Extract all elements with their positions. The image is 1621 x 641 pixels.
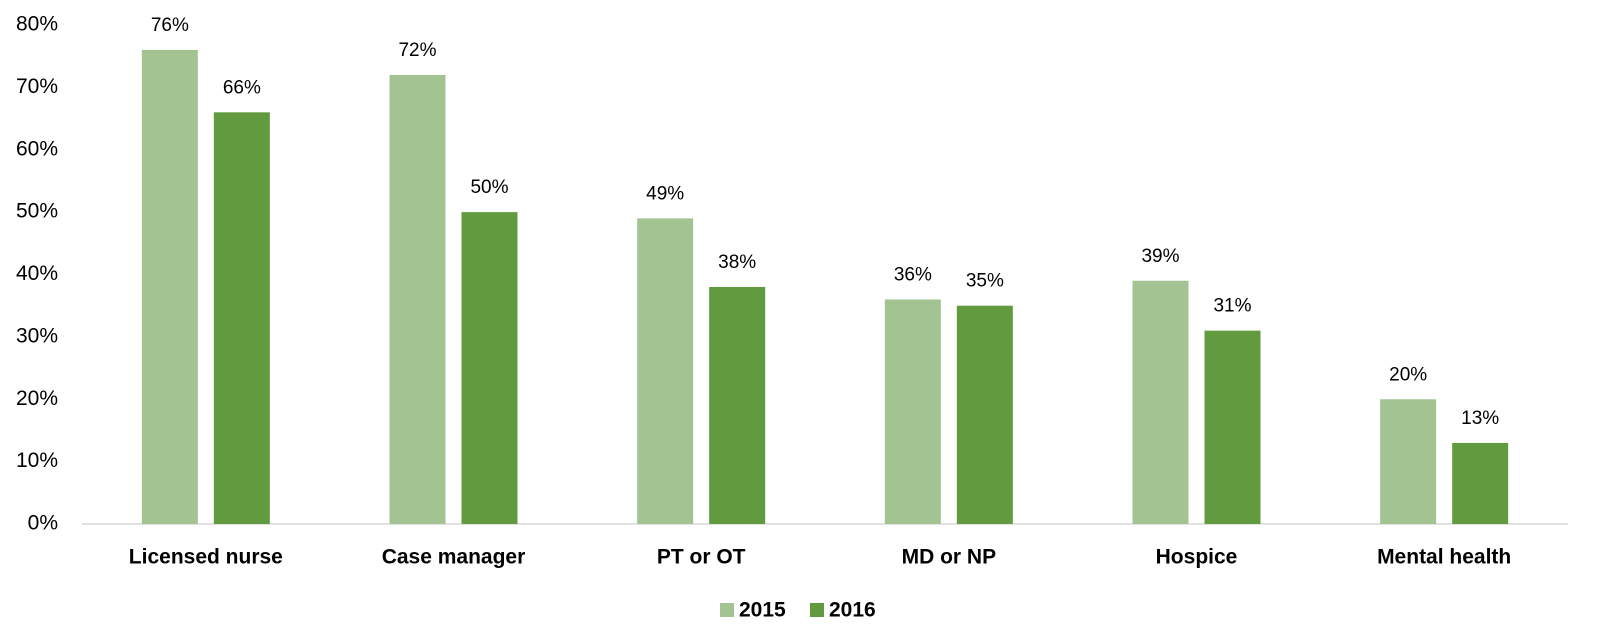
y-tick-label: 40% xyxy=(16,262,58,285)
data-label: 36% xyxy=(894,264,932,285)
x-tick-label: Hospice xyxy=(1156,546,1238,569)
y-tick-label: 20% xyxy=(16,387,58,410)
data-label: 76% xyxy=(151,15,189,36)
data-label: 38% xyxy=(718,252,756,273)
bar xyxy=(389,74,446,525)
bar xyxy=(1204,330,1261,524)
legend-label: 2016 xyxy=(829,599,876,622)
x-tick-label: PT or OT xyxy=(657,546,746,569)
data-label: 31% xyxy=(1213,296,1251,317)
x-tick-label: Case manager xyxy=(382,546,526,569)
data-label: 50% xyxy=(470,177,508,198)
bar xyxy=(1380,399,1437,524)
y-tick-label: 80% xyxy=(16,13,58,36)
y-tick-label: 70% xyxy=(16,75,58,98)
bar xyxy=(637,218,694,525)
legend-swatch xyxy=(810,603,824,617)
bar xyxy=(1452,442,1509,524)
bar xyxy=(709,286,766,524)
y-tick-label: 0% xyxy=(28,512,58,535)
x-tick-label: MD or NP xyxy=(902,546,997,569)
bar xyxy=(141,49,198,524)
legend-swatch xyxy=(720,603,734,617)
y-tick-label: 50% xyxy=(16,200,58,223)
data-label: 66% xyxy=(223,77,261,98)
data-label: 49% xyxy=(646,183,684,204)
bar xyxy=(461,212,518,524)
data-label: 35% xyxy=(966,271,1004,292)
data-label: 20% xyxy=(1389,364,1427,385)
data-label: 72% xyxy=(398,40,436,61)
legend-label: 2015 xyxy=(739,599,786,622)
bar xyxy=(1132,280,1189,524)
data-label: 39% xyxy=(1141,246,1179,267)
y-tick-label: 30% xyxy=(16,324,58,347)
x-tick-label: Mental health xyxy=(1377,546,1511,569)
data-label: 13% xyxy=(1461,408,1499,429)
y-tick-label: 10% xyxy=(16,449,58,472)
bar xyxy=(213,112,270,524)
bar xyxy=(884,299,941,524)
y-tick-label: 60% xyxy=(16,137,58,160)
bar xyxy=(956,305,1013,524)
x-tick-label: Licensed nurse xyxy=(129,546,283,569)
